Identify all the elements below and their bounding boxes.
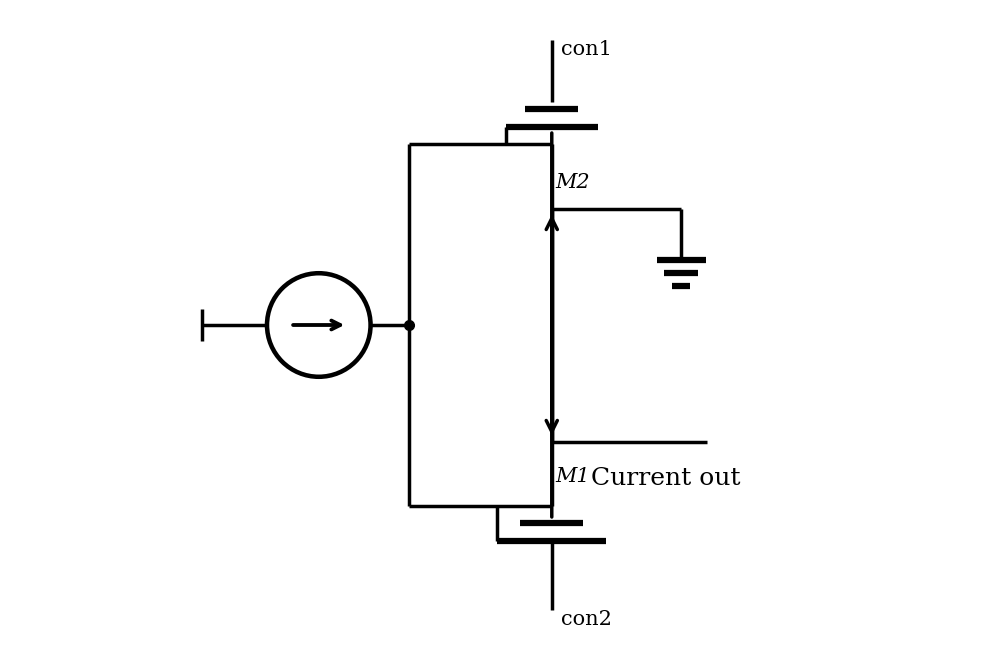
Text: con2: con2 (561, 610, 612, 629)
Text: M1: M1 (555, 467, 590, 486)
Text: con1: con1 (561, 40, 612, 59)
Text: Current out: Current out (591, 467, 740, 490)
Text: M2: M2 (555, 174, 590, 192)
